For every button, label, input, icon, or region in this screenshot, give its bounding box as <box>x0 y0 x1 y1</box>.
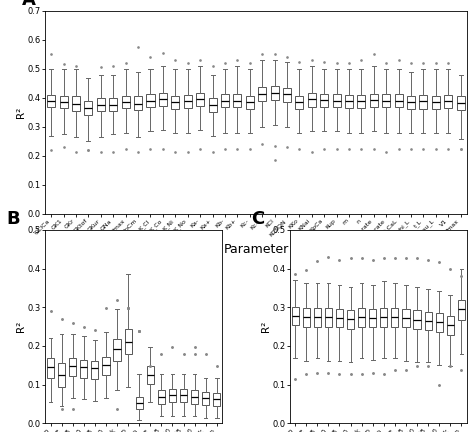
PathPatch shape <box>202 392 209 405</box>
PathPatch shape <box>407 95 415 109</box>
PathPatch shape <box>447 316 454 335</box>
PathPatch shape <box>413 310 420 329</box>
PathPatch shape <box>102 357 109 375</box>
PathPatch shape <box>47 95 55 107</box>
Text: A: A <box>22 0 36 9</box>
PathPatch shape <box>80 359 87 378</box>
PathPatch shape <box>432 95 440 109</box>
PathPatch shape <box>436 313 443 332</box>
PathPatch shape <box>425 312 432 330</box>
PathPatch shape <box>196 92 204 106</box>
PathPatch shape <box>125 329 132 355</box>
PathPatch shape <box>97 98 105 111</box>
PathPatch shape <box>91 361 99 379</box>
PathPatch shape <box>347 310 354 329</box>
PathPatch shape <box>380 308 387 327</box>
PathPatch shape <box>292 307 299 325</box>
PathPatch shape <box>69 358 76 376</box>
PathPatch shape <box>169 388 176 402</box>
PathPatch shape <box>209 98 217 112</box>
PathPatch shape <box>456 96 465 110</box>
PathPatch shape <box>271 86 279 100</box>
PathPatch shape <box>213 393 220 406</box>
PathPatch shape <box>382 95 390 108</box>
PathPatch shape <box>109 98 117 111</box>
PathPatch shape <box>419 95 428 108</box>
Y-axis label: R²: R² <box>261 321 271 332</box>
PathPatch shape <box>159 92 167 106</box>
Y-axis label: R²: R² <box>16 321 26 332</box>
PathPatch shape <box>122 95 130 108</box>
PathPatch shape <box>336 309 343 327</box>
PathPatch shape <box>158 391 165 404</box>
PathPatch shape <box>283 88 291 102</box>
PathPatch shape <box>221 95 229 107</box>
PathPatch shape <box>320 93 328 107</box>
PathPatch shape <box>444 95 452 108</box>
PathPatch shape <box>391 308 399 327</box>
PathPatch shape <box>402 309 410 327</box>
PathPatch shape <box>303 308 310 327</box>
PathPatch shape <box>246 95 254 109</box>
PathPatch shape <box>60 96 68 108</box>
PathPatch shape <box>308 92 316 107</box>
PathPatch shape <box>84 101 92 115</box>
PathPatch shape <box>258 87 266 101</box>
PathPatch shape <box>369 309 376 327</box>
PathPatch shape <box>72 96 80 111</box>
PathPatch shape <box>295 95 303 109</box>
PathPatch shape <box>136 397 143 409</box>
PathPatch shape <box>184 95 192 108</box>
PathPatch shape <box>358 308 365 327</box>
PathPatch shape <box>47 358 54 378</box>
PathPatch shape <box>180 388 187 402</box>
Text: C: C <box>251 210 264 228</box>
PathPatch shape <box>171 95 179 108</box>
PathPatch shape <box>325 308 332 327</box>
PathPatch shape <box>333 95 341 108</box>
Text: B: B <box>6 210 19 228</box>
PathPatch shape <box>134 96 142 110</box>
PathPatch shape <box>395 94 403 108</box>
PathPatch shape <box>58 363 65 387</box>
PathPatch shape <box>146 94 155 107</box>
X-axis label: Parameter: Parameter <box>223 243 289 257</box>
PathPatch shape <box>458 299 465 320</box>
Y-axis label: R²: R² <box>16 107 26 118</box>
PathPatch shape <box>314 308 321 327</box>
PathPatch shape <box>345 95 353 108</box>
PathPatch shape <box>113 339 121 361</box>
PathPatch shape <box>233 93 241 107</box>
PathPatch shape <box>370 93 378 107</box>
PathPatch shape <box>146 366 154 384</box>
PathPatch shape <box>191 391 198 404</box>
PathPatch shape <box>357 95 365 108</box>
